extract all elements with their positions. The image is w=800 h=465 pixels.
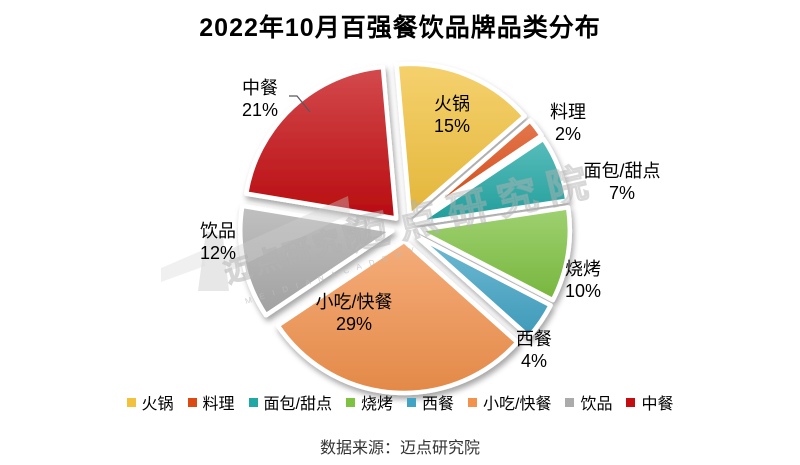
pie-slice-西餐 (413, 233, 553, 339)
legend-item-中餐: 中餐 (626, 390, 674, 414)
watermark-logo-tower-icon (198, 231, 229, 291)
pie-slice-火锅 (394, 61, 527, 219)
legend-label: 中餐 (641, 396, 674, 413)
slice-label-烧烤: 烧烤 10% (565, 259, 601, 301)
slice-label-火锅: 火锅 15% (434, 94, 470, 136)
slice-labels: 火锅 15% 料理 2% 面包/甜点 7% 烧烤 10% 西餐 4% 小吃/快餐 29% 饮品 12% 中餐… (200, 78, 661, 371)
pie-slice-小吃/快餐 (275, 238, 520, 396)
pie-slice-烧烤 (415, 205, 573, 303)
legend-label: 火锅 (141, 396, 174, 413)
slice-label-面包/甜点: 面包/甜点 7% (583, 161, 660, 203)
legend-item-面包/甜点: 面包/甜点 (248, 390, 332, 414)
legend-item-饮品: 饮品 (565, 390, 612, 414)
legend-marker-icon (468, 397, 478, 407)
watermark-logo-beam-icon (224, 196, 350, 272)
slice-label-饮品: 饮品 12% (200, 221, 236, 263)
legend: 火锅 料理 面包/甜点 烧烤 西餐 小吃/快餐 饮品 中餐 (0, 390, 800, 414)
legend-marker-icon (626, 397, 636, 407)
slice-label-料理: 料理 2% (550, 102, 586, 144)
slice-label-中餐: 中餐 21% (242, 78, 278, 120)
watermark-logo-beam-left-icon (161, 250, 205, 282)
slice-label-小吃/快餐: 小吃/快餐 29% (315, 292, 392, 334)
legend-marker-icon (407, 397, 416, 407)
legend-label: 小吃/快餐 (483, 396, 552, 413)
legend-item-料理: 料理 (187, 390, 235, 414)
legend-label: 烧烤 (360, 396, 393, 413)
slice-label-西餐: 西餐 4% (516, 329, 552, 371)
legend-label: 面包/甜点 (263, 396, 332, 413)
legend-label: 饮品 (580, 396, 613, 413)
pie-slice-饮品 (238, 203, 395, 318)
pie-slice-料理 (413, 118, 544, 223)
legend-marker-icon (187, 397, 197, 407)
legend-marker-icon (345, 397, 355, 407)
legend-marker-icon (248, 397, 258, 407)
pie-slice-面包/甜点 (414, 136, 570, 226)
pie-slice-中餐 (243, 64, 399, 221)
legend-marker-icon (126, 397, 136, 407)
leader-line-中餐 (289, 95, 311, 113)
legend-label: 料理 (202, 396, 235, 413)
legend-item-烧烤: 烧烤 (345, 390, 393, 414)
chart-title: 2022年10月百强餐饮品牌品类分布 (199, 14, 601, 42)
legend-item-西餐: 西餐 (407, 390, 454, 414)
pie-slices (238, 61, 573, 396)
data-source: 数据来源：迈点研究院 (319, 440, 480, 457)
legend-label: 西餐 (422, 396, 455, 413)
legend-marker-icon (565, 397, 575, 407)
legend-item-小吃/快餐: 小吃/快餐 (468, 390, 551, 414)
legend-item-火锅: 火锅 (126, 390, 174, 414)
